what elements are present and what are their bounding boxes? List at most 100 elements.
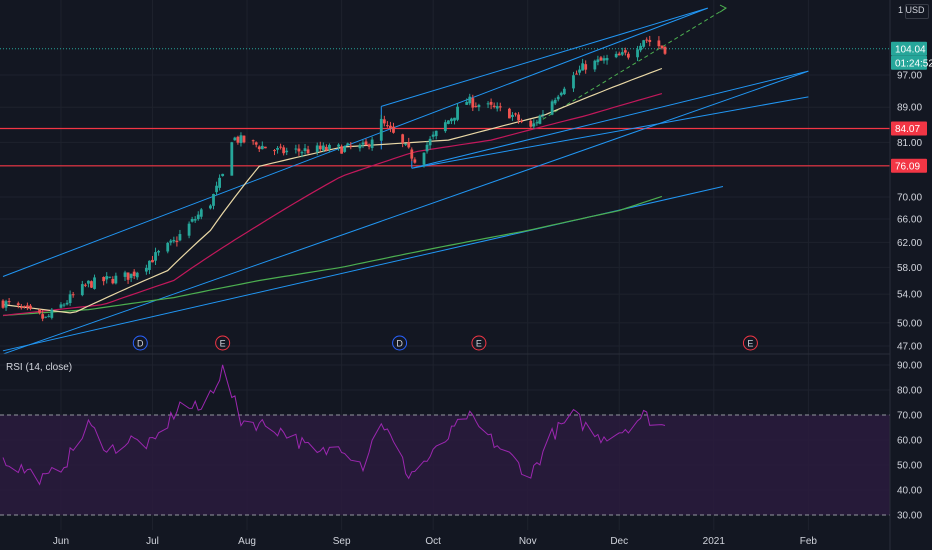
candle-body[interactable] <box>166 242 170 252</box>
candle-body[interactable] <box>126 272 130 280</box>
candle-body[interactable] <box>321 145 325 151</box>
candle-body[interactable] <box>413 159 417 163</box>
candle-body[interactable] <box>276 147 279 150</box>
candle-body[interactable] <box>541 113 545 115</box>
candle-body[interactable] <box>87 280 90 284</box>
candle-body[interactable] <box>361 142 365 145</box>
candle-body[interactable] <box>575 73 578 75</box>
candle-body[interactable] <box>154 252 157 261</box>
candle-body[interactable] <box>7 301 11 303</box>
candle-body[interactable] <box>172 239 176 242</box>
ma-long-line[interactable] <box>2 195 663 317</box>
candle-body[interactable] <box>404 143 408 145</box>
candle-body[interactable] <box>529 120 533 127</box>
candle-body[interactable] <box>492 105 496 108</box>
candle-body[interactable] <box>370 139 374 148</box>
candle-body[interactable] <box>212 194 215 206</box>
candle-body[interactable] <box>29 305 32 309</box>
candle-body[interactable] <box>300 152 304 154</box>
candle-body[interactable] <box>620 52 624 55</box>
candle-body[interactable] <box>617 53 621 56</box>
candle-body[interactable] <box>401 134 405 143</box>
event-marker-2[interactable]: D <box>392 335 408 351</box>
candle-body[interactable] <box>614 53 618 58</box>
candle-body[interactable] <box>337 144 340 147</box>
candle-body[interactable] <box>477 104 481 108</box>
candle-body[interactable] <box>257 146 261 150</box>
candle-body[interactable] <box>50 309 54 318</box>
candle-body[interactable] <box>538 115 542 124</box>
candle-body[interactable] <box>556 96 560 100</box>
channel-line-4[interactable] <box>411 96 809 169</box>
candle-body[interactable] <box>364 141 368 145</box>
candle-body[interactable] <box>382 119 386 124</box>
candle-body[interactable] <box>453 117 456 121</box>
candle-body[interactable] <box>16 303 20 306</box>
candle-body[interactable] <box>279 146 283 148</box>
time-axis[interactable]: Jun Jul Aug Sep Oct Nov Dec 2021 Feb <box>53 536 818 547</box>
candle-body[interactable] <box>144 267 148 272</box>
candle-body[interactable] <box>105 276 109 280</box>
candle-body[interactable] <box>578 69 581 73</box>
candle-body[interactable] <box>474 106 478 108</box>
candle-body[interactable] <box>306 149 310 154</box>
candle-body[interactable] <box>407 142 411 148</box>
candle-body[interactable] <box>605 57 609 61</box>
candle-body[interactable] <box>584 64 588 70</box>
candle-body[interactable] <box>22 306 26 308</box>
candle-body[interactable] <box>187 223 191 236</box>
candle-body[interactable] <box>260 145 264 150</box>
candle-body[interactable] <box>495 106 499 109</box>
candle-body[interactable] <box>193 219 197 221</box>
candle-body[interactable] <box>623 50 627 53</box>
candle-body[interactable] <box>221 173 225 177</box>
candle-body[interactable] <box>468 96 472 104</box>
candle-body[interactable] <box>511 114 514 117</box>
candle-body[interactable] <box>465 101 469 105</box>
candle-body[interactable] <box>285 150 289 153</box>
candle-body[interactable] <box>215 185 218 193</box>
candle-body[interactable] <box>425 144 429 152</box>
candle-body[interactable] <box>111 278 115 284</box>
rsi-axis[interactable]: 90.00 80.00 70.00 60.00 50.00 40.00 30.00 <box>897 361 922 522</box>
candle-body[interactable] <box>508 108 511 119</box>
candle-body[interactable] <box>230 142 234 176</box>
candle-body[interactable] <box>132 271 136 277</box>
candle-body[interactable] <box>443 122 447 132</box>
candle-body[interactable] <box>303 148 307 152</box>
candle-body[interactable] <box>392 126 395 133</box>
candle-body[interactable] <box>498 106 502 108</box>
candle-body[interactable] <box>450 118 453 122</box>
candle-body[interactable] <box>535 122 539 124</box>
candle-body[interactable] <box>59 304 63 308</box>
candle-body[interactable] <box>346 143 350 146</box>
candle-body[interactable] <box>422 152 426 165</box>
candle-body[interactable] <box>83 284 87 286</box>
candle-body[interactable] <box>114 275 118 284</box>
candle-body[interactable] <box>559 92 563 96</box>
candle-body[interactable] <box>553 99 557 104</box>
currency-box[interactable] <box>905 4 929 19</box>
candle-body[interactable] <box>218 177 221 188</box>
candle-body[interactable] <box>456 106 459 120</box>
candle-body[interactable] <box>44 316 48 318</box>
candle-body[interactable] <box>148 260 151 270</box>
candle-body[interactable] <box>663 46 667 54</box>
candle-body[interactable] <box>315 145 319 152</box>
currency-label[interactable]: 1 USD <box>898 5 925 15</box>
candle-body[interactable] <box>68 294 72 304</box>
candle-body[interactable] <box>294 148 298 150</box>
candle-body[interactable] <box>593 60 597 70</box>
channel-line-0[interactable] <box>2 7 708 277</box>
candle-body[interactable] <box>517 114 520 121</box>
candle-body[interactable] <box>431 134 435 137</box>
candle-body[interactable] <box>108 276 112 278</box>
candle-body[interactable] <box>343 146 347 152</box>
channel-line-3[interactable] <box>411 70 809 169</box>
candle-body[interactable] <box>1 300 5 308</box>
candle-body[interactable] <box>562 88 566 95</box>
candle-body[interactable] <box>273 150 276 152</box>
candle-body[interactable] <box>657 40 661 47</box>
candle-body[interactable] <box>233 137 237 141</box>
event-marker-3[interactable]: E <box>471 335 487 351</box>
